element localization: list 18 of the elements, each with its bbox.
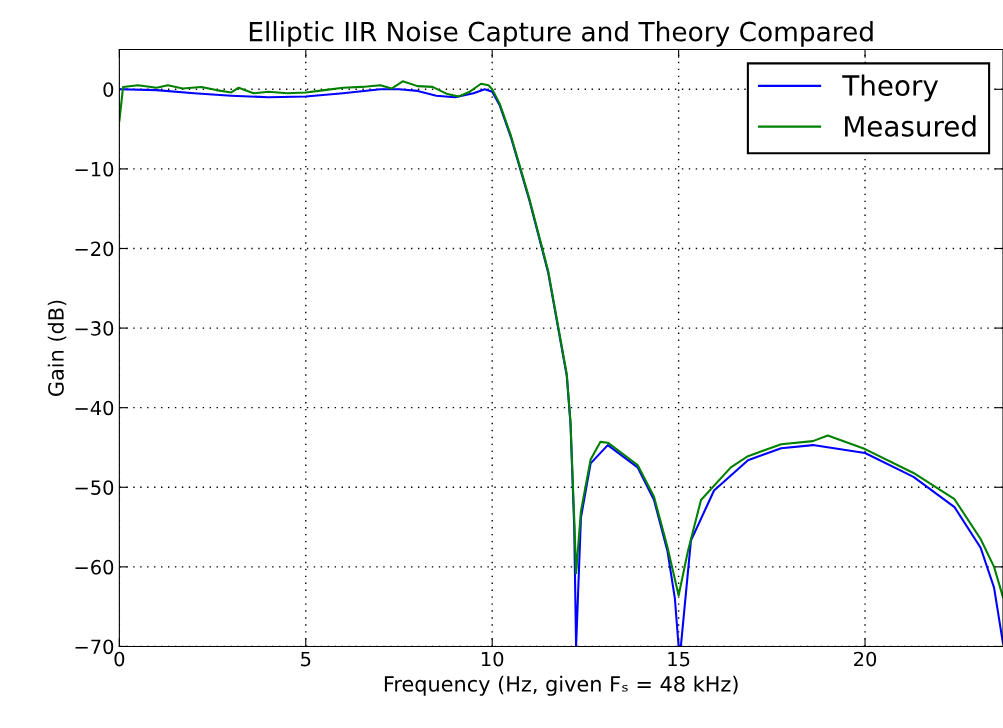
y-tick-label: −10 (75, 161, 114, 177)
y-tick-label: 0 (103, 82, 114, 97)
y-tick-label: −50 (75, 480, 114, 495)
x-axis-title: Frequency (Hz, given Fₛ = 48 kHz) (384, 675, 738, 696)
y-tick-label: −60 (75, 559, 114, 575)
y-axis-title: Gain (dB) (47, 300, 67, 396)
y-tick-label: −20 (75, 241, 114, 257)
x-tick-label: 0 (114, 651, 125, 667)
y-tick-label: −30 (75, 321, 114, 336)
x-tick-label: 10 (481, 651, 504, 667)
x-tick-label: 20 (854, 651, 877, 667)
y-tick-label: −70 (75, 639, 114, 655)
y-tick-label: −40 (75, 400, 114, 416)
legend-label: Measured (845, 115, 976, 137)
x-tick-label: 5 (301, 651, 311, 667)
x-tick-label: 15 (668, 651, 690, 667)
chart-title: Elliptic IIR Noise Capture and Theory Compared (249, 21, 873, 47)
legend-label: Theory (842, 74, 939, 102)
